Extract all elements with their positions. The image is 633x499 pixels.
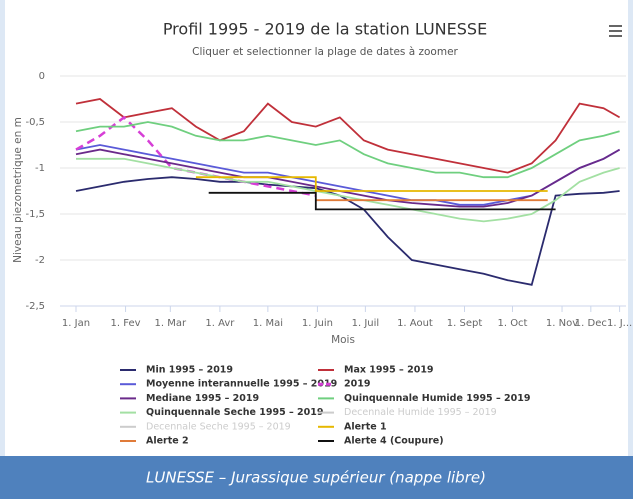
- y-tick-label: 0: [39, 71, 45, 82]
- legend-label: Alerte 1: [344, 421, 387, 432]
- menu-bar: [609, 35, 622, 37]
- y-tick-label: -1: [35, 163, 45, 174]
- legend-label: Min 1995 – 2019: [146, 365, 233, 376]
- y-tick-label: -2: [35, 255, 45, 266]
- legend-label: Decennale Seche 1995 – 2019: [146, 421, 291, 432]
- legend-item[interactable]: Min 1995 – 2019: [120, 365, 233, 376]
- menu-button[interactable]: [609, 25, 622, 37]
- x-tick-label: 1. Mai: [253, 318, 283, 329]
- caption-bar: [0, 456, 633, 499]
- legend-item[interactable]: Alerte 4 (Coupure): [318, 436, 444, 447]
- legend-label: Max 1995 – 2019: [344, 365, 434, 376]
- x-tick-label: 1. Avr: [205, 318, 235, 329]
- x-tick-label: 1. J...: [607, 318, 632, 329]
- series-line: [75, 121, 620, 179]
- x-tick-label: 1. Dec: [575, 318, 607, 329]
- legend-item[interactable]: Quinquennale Seche 1995 – 2019: [120, 407, 324, 418]
- chart-subtitle: Cliquer et selectionner la plage de date…: [192, 46, 458, 58]
- legend-item[interactable]: Alerte 1: [318, 421, 387, 432]
- y-tick-label: -1,5: [25, 209, 45, 220]
- legend-label: Quinquennale Seche 1995 – 2019: [146, 407, 324, 418]
- legend-item[interactable]: Quinquennale Humide 1995 – 2019: [318, 393, 530, 404]
- chart-title: Profil 1995 - 2019 de la station LUNESSE: [163, 20, 487, 39]
- legend-item[interactable]: 2019: [318, 379, 370, 390]
- x-tick-label: 1. Sept: [447, 318, 483, 329]
- series-line: [195, 176, 548, 192]
- x-tick-label: 1. Juin: [302, 318, 333, 329]
- legend-item[interactable]: Decennale Humide 1995 – 2019: [318, 407, 497, 418]
- x-axis-label: Mois: [331, 334, 355, 346]
- legend-item[interactable]: Alerte 2: [120, 436, 189, 447]
- y-axis-label: Niveau piezometrique en m: [12, 117, 24, 263]
- legend-label: 2019: [344, 379, 370, 390]
- x-tick-label: 1. Jan: [62, 318, 90, 329]
- series-line: [208, 191, 556, 211]
- y-tick-label: -0,5: [25, 117, 45, 128]
- legend-label: Mediane 1995 – 2019: [146, 393, 259, 404]
- legend-item[interactable]: Mediane 1995 – 2019: [120, 393, 259, 404]
- series-line: [75, 176, 620, 286]
- series-line: [75, 98, 621, 174]
- legend-label: Alerte 4 (Coupure): [344, 436, 444, 447]
- x-tick-label: 1. Mar: [155, 318, 187, 329]
- x-tick-label: 1. Fev: [111, 318, 141, 329]
- x-tick-label: 1. Oct: [497, 318, 527, 329]
- y-tick-label: -2,5: [25, 301, 45, 312]
- legend-label: Alerte 2: [146, 436, 189, 447]
- legend-label: Quinquennale Humide 1995 – 2019: [344, 393, 530, 404]
- series-line: [76, 157, 620, 223]
- x-tick-label: 1. Juil: [352, 318, 380, 329]
- legend-item[interactable]: Max 1995 – 2019: [318, 365, 434, 376]
- caption: LUNESSE – Jurassique supérieur (nappe li…: [146, 469, 486, 487]
- legend-label: Decennale Humide 1995 – 2019: [344, 407, 497, 418]
- legend-label: Moyenne interannuelle 1995 – 2019: [146, 379, 337, 390]
- x-tick-label: 1. Aout: [397, 318, 433, 329]
- x-tick-label: 1. Nov: [546, 318, 578, 329]
- legend-item[interactable]: Decennale Seche 1995 – 2019: [120, 421, 291, 432]
- legend-item[interactable]: Moyenne interannuelle 1995 – 2019: [120, 379, 337, 390]
- series-line: [75, 148, 621, 208]
- menu-bar: [609, 30, 622, 32]
- menu-bar: [609, 25, 622, 27]
